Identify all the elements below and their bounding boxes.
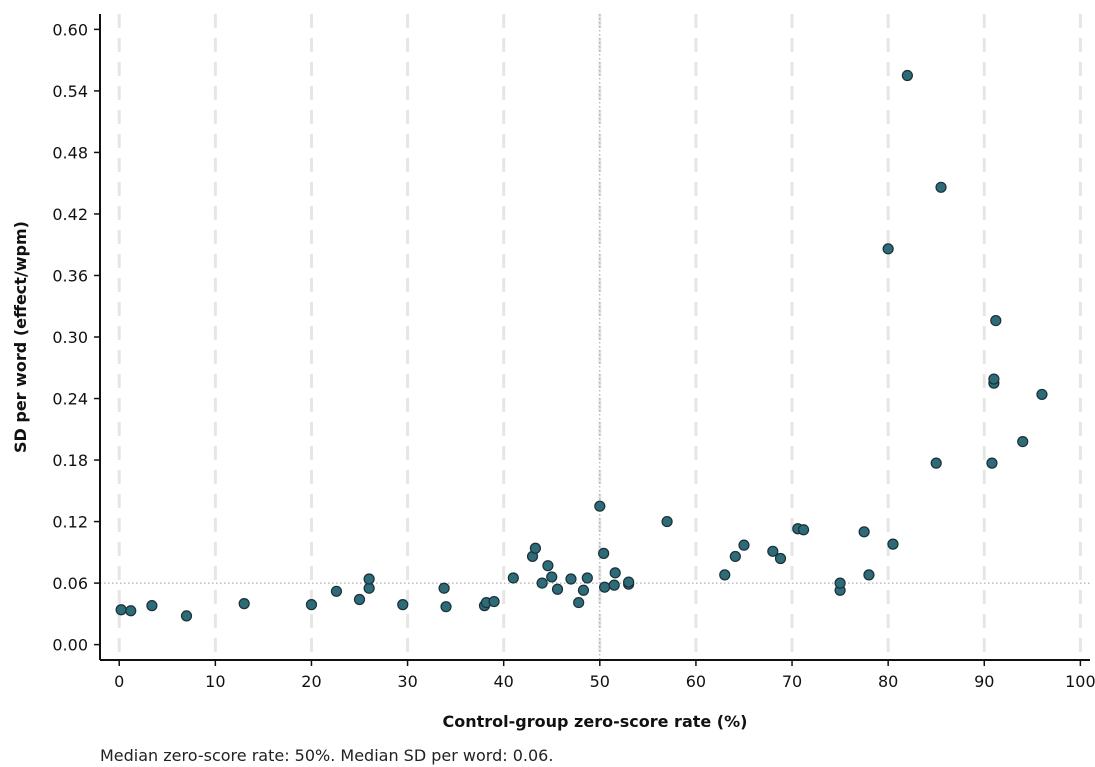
scatter-plot: 0 10 20 30 40 50 60 70 80 90 100 0.00 0.06 0.12 0.18 0.… [11,14,1095,731]
data-point [719,569,731,581]
data-point [988,373,1000,385]
data-point [661,515,673,528]
reference-lines [100,14,1090,660]
y-tick-label: 0.12 [52,513,88,532]
x-tick-label: 10 [205,672,225,691]
data-point [738,539,750,551]
data-point [797,524,810,536]
data-point [729,550,741,563]
data-point [930,457,942,469]
data-point [887,538,899,550]
y-tick-label: 0.18 [52,451,88,470]
data-point [986,457,998,469]
data-points [115,69,1048,622]
y-tick-label: 0.54 [52,82,88,101]
y-tick-label: 0.36 [52,266,88,285]
grid-layer [117,14,1082,660]
data-point [305,599,318,611]
data-point [330,585,343,597]
data-point [581,572,593,584]
data-point [608,579,620,591]
data-point [594,500,606,512]
data-point [353,593,366,606]
data-point [935,181,947,193]
y-tick-label: 0.48 [52,143,88,162]
y-axis-title: SD per word (effect/wpm) [11,221,30,453]
y-tick-label: 0.00 [52,636,88,655]
x-tick-label: 50 [590,672,610,691]
data-point [397,599,409,611]
data-point [834,577,846,589]
axes: 0 10 20 30 40 50 60 70 80 90 100 0.00 0.06 0.12 0.18 0.… [52,14,1095,691]
y-tick-label: 0.24 [52,390,88,409]
data-point [440,601,452,613]
data-point [858,526,870,538]
x-tick-label: 0 [114,672,124,691]
data-point [238,598,250,610]
data-point [115,604,127,616]
y-tick-label: 0.42 [52,205,88,224]
data-point [774,552,787,565]
x-tick-label: 100 [1065,672,1095,691]
data-point [1017,435,1029,448]
data-point [863,569,875,581]
data-point [623,576,635,588]
data-point [507,572,519,584]
data-point [551,583,564,595]
data-point [438,582,450,594]
data-point [125,605,137,617]
chart-caption: Median zero-score rate: 50%. Median SD p… [100,746,554,765]
data-point [180,610,193,622]
x-tick-label: 70 [782,672,802,691]
data-point [767,545,779,557]
data-point [529,542,542,554]
data-point [488,595,500,608]
data-point [609,567,621,579]
data-point [536,577,548,589]
x-tick-label: 20 [301,672,321,691]
x-tick-label: 90 [974,672,994,691]
data-point [901,69,913,82]
data-point [882,243,894,255]
data-point [573,596,585,609]
x-tick-label: 60 [686,672,706,691]
data-point [577,584,590,596]
data-point [990,314,1002,327]
data-point [542,560,554,572]
data-point [546,571,558,583]
data-point [565,573,577,585]
x-axis-title: Control-group zero-score rate (%) [443,712,748,731]
data-point [599,581,611,593]
data-point [363,573,375,585]
x-tick-label: 40 [494,672,514,691]
data-point [363,582,375,594]
y-tick-label: 0.60 [52,20,88,39]
y-tick-label: 0.06 [52,574,88,593]
x-tick-label: 80 [878,672,898,691]
x-tick-label: 30 [397,672,417,691]
data-point [598,547,610,559]
data-point [146,600,158,612]
data-point [1036,388,1048,401]
y-tick-label: 0.30 [52,328,88,347]
